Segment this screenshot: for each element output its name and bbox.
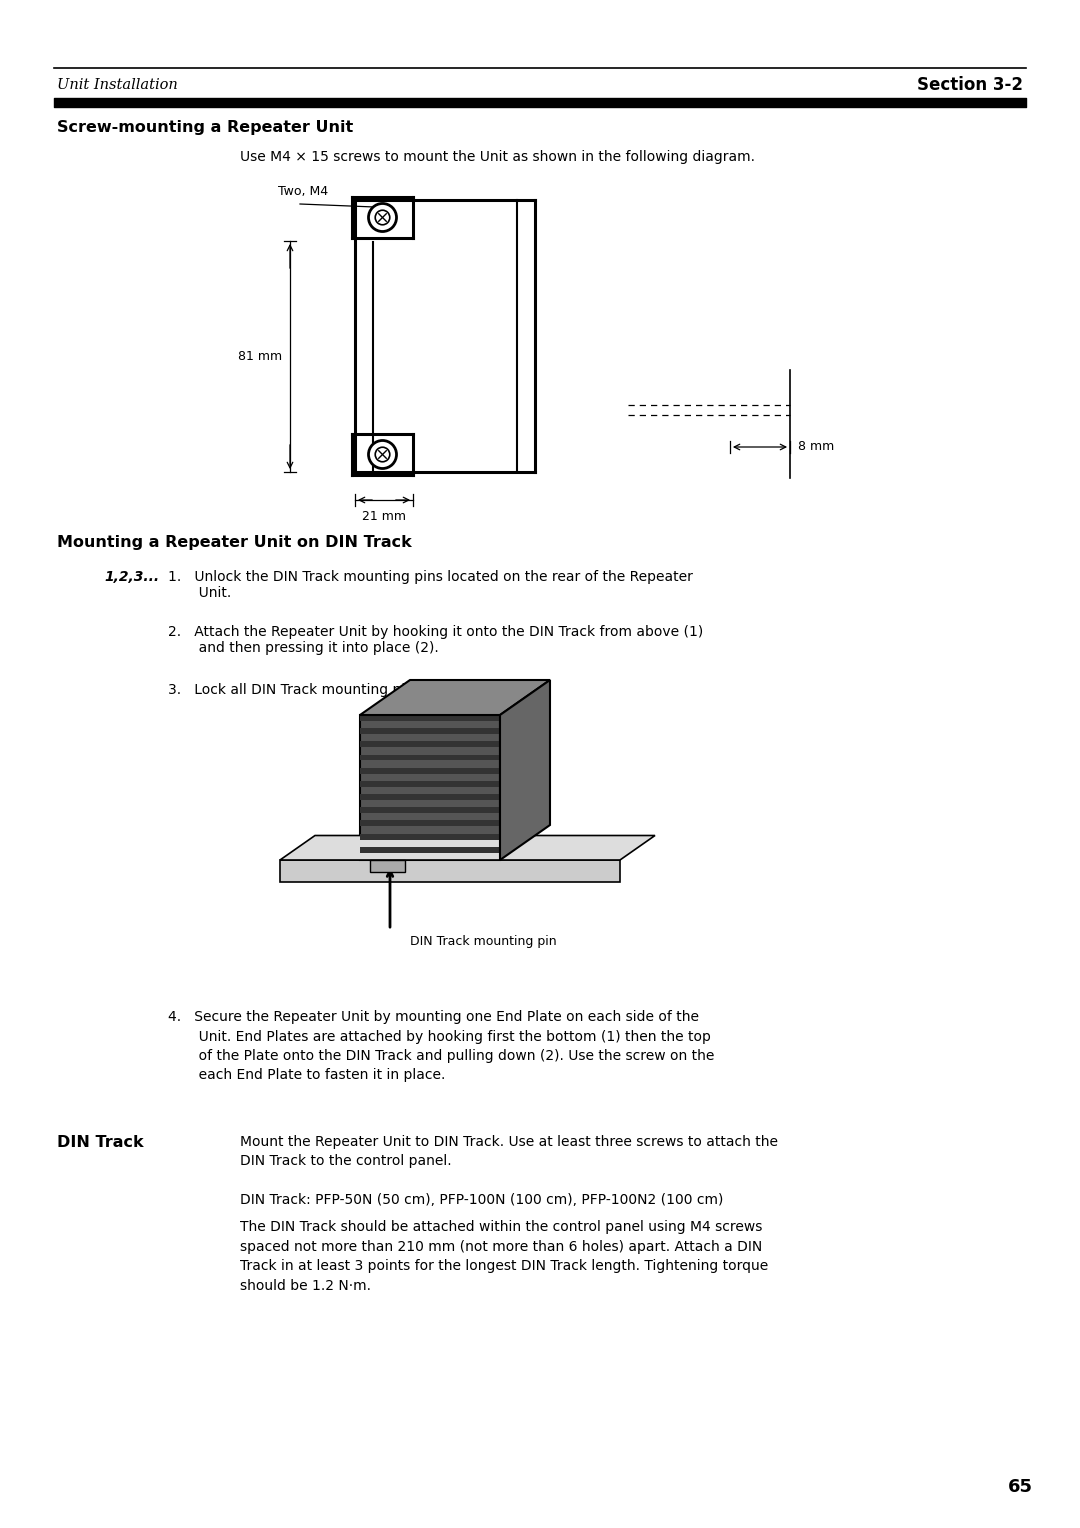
Polygon shape: [280, 836, 654, 860]
Text: DIN Track: PFP-50N (50 cm), PFP-100N (100 cm), PFP-100N2 (100 cm): DIN Track: PFP-50N (50 cm), PFP-100N (10…: [240, 1193, 724, 1207]
Circle shape: [368, 203, 396, 232]
Polygon shape: [360, 741, 500, 747]
Polygon shape: [360, 680, 550, 715]
Polygon shape: [360, 847, 500, 853]
Text: Mount the Repeater Unit to DIN Track. Use at least three screws to attach the
DI: Mount the Repeater Unit to DIN Track. Us…: [240, 1135, 778, 1169]
Text: 81 mm: 81 mm: [238, 350, 282, 364]
Text: 2.   Attach the Repeater Unit by hooking it onto the DIN Track from above (1)
  : 2. Attach the Repeater Unit by hooking i…: [168, 625, 703, 656]
Text: DIN Track: DIN Track: [57, 1135, 144, 1151]
Polygon shape: [360, 729, 500, 733]
Text: The DIN Track should be attached within the control panel using M4 screws
spaced: The DIN Track should be attached within …: [240, 1219, 768, 1293]
Text: 65: 65: [1008, 1478, 1032, 1496]
Text: Section 3-2: Section 3-2: [917, 76, 1023, 95]
Polygon shape: [360, 821, 500, 827]
Text: Two, M4: Two, M4: [278, 185, 328, 199]
Polygon shape: [280, 860, 620, 882]
Polygon shape: [370, 860, 405, 872]
Text: 3.   Lock all DIN Track mounting pins.: 3. Lock all DIN Track mounting pins.: [168, 683, 426, 697]
Polygon shape: [500, 680, 550, 860]
Polygon shape: [360, 767, 500, 773]
Text: 21 mm: 21 mm: [362, 510, 406, 523]
Polygon shape: [360, 755, 500, 761]
Text: Use M4 × 15 screws to mount the Unit as shown in the following diagram.: Use M4 × 15 screws to mount the Unit as …: [240, 150, 755, 163]
Polygon shape: [360, 795, 500, 801]
Polygon shape: [360, 807, 500, 813]
Circle shape: [368, 440, 396, 469]
Text: Screw-mounting a Repeater Unit: Screw-mounting a Repeater Unit: [57, 121, 353, 134]
Text: DIN Track mounting pin: DIN Track mounting pin: [410, 935, 556, 947]
Text: 1.   Unlock the DIN Track mounting pins located on the rear of the Repeater
    : 1. Unlock the DIN Track mounting pins lo…: [168, 570, 693, 601]
Polygon shape: [360, 834, 500, 839]
Text: 8 mm: 8 mm: [798, 440, 834, 454]
Text: 1,2,3...: 1,2,3...: [105, 570, 160, 584]
Text: 4.   Secure the Repeater Unit by mounting one End Plate on each side of the
    : 4. Secure the Repeater Unit by mounting …: [168, 1010, 714, 1082]
Polygon shape: [360, 781, 500, 787]
Text: Mounting a Repeater Unit on DIN Track: Mounting a Repeater Unit on DIN Track: [57, 535, 411, 550]
Text: Unit Installation: Unit Installation: [57, 78, 178, 92]
Polygon shape: [360, 715, 500, 721]
Polygon shape: [360, 715, 500, 860]
